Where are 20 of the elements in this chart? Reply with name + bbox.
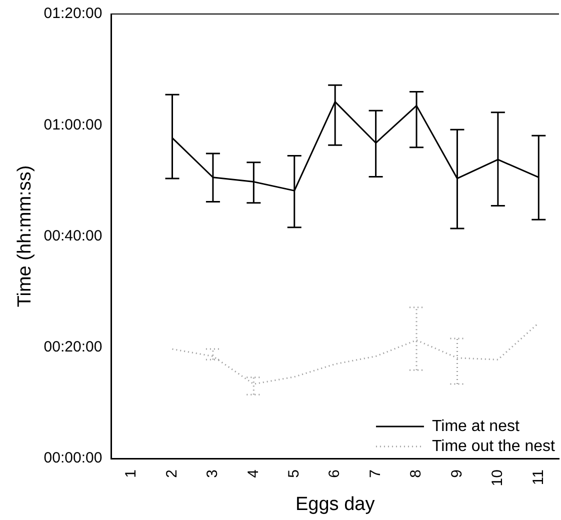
legend-label: Time out the nest xyxy=(432,438,556,455)
x-tick-label: 9 xyxy=(448,470,466,478)
y-axis-title: Time (hh:mm:ss) xyxy=(14,165,36,308)
x-tick-label: 5 xyxy=(286,470,303,478)
x-tick-label: 11 xyxy=(530,470,547,486)
x-tick-label: 10 xyxy=(489,470,506,486)
x-tick-label: 3 xyxy=(204,470,222,478)
x-axis-title: Eggs day xyxy=(295,494,376,515)
y-tick-label: 00:00:00 xyxy=(44,450,102,467)
y-tick-label: 00:40:00 xyxy=(44,227,102,244)
x-tick-label: 1 xyxy=(122,470,140,478)
x-tick-label: 8 xyxy=(408,470,425,478)
y-tick-label: 01:20:00 xyxy=(44,5,102,22)
x-tick-label: 7 xyxy=(366,470,384,478)
legend-label: Time at nest xyxy=(432,418,520,435)
y-tick-label: 00:20:00 xyxy=(44,338,102,356)
x-tick-label: 2 xyxy=(163,470,180,478)
x-tick-label: 6 xyxy=(326,470,344,478)
x-tick-label: 4 xyxy=(244,470,262,478)
y-tick-label: 01:00:00 xyxy=(44,116,102,134)
